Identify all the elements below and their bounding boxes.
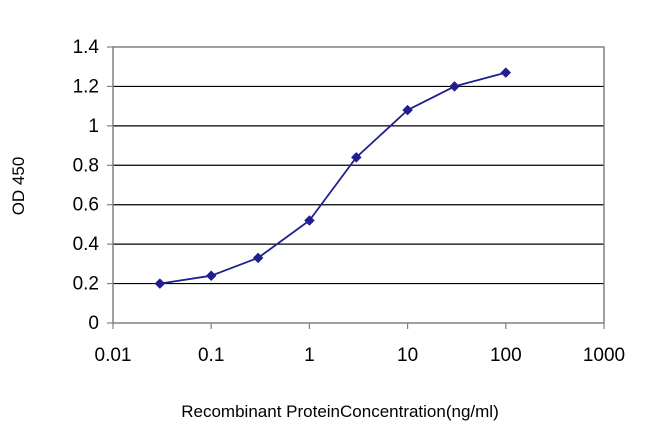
y-tick-label-6: 1.2 [73,76,99,97]
y-axis-title: OD 450 [9,157,28,216]
x-tick-label-2: 1 [304,345,315,366]
gridlines [113,85,604,285]
data-point-4 [350,152,362,163]
y-tick-label-3: 0.6 [73,195,99,216]
data-point-7 [500,67,512,78]
data-point-3 [304,215,315,226]
y-tick-label-2: 0.4 [73,234,100,255]
x-tick-label-3: 10 [397,345,418,366]
x-axis-title: Recombinant ProteinConcentration(ng/ml) [181,402,499,421]
x-tick-label-1: 0.1 [198,345,224,366]
y-tick-label-4: 0.8 [73,155,99,176]
x-tick-label-0: 0.01 [95,345,132,366]
y-tick-label-0: 0 [88,313,99,334]
data-point-2 [252,252,264,264]
data-point-5 [402,104,413,116]
series-line-0 [159,71,507,285]
axis-ticks: 0 0.2 0.4 0.6 0.8 1 1.2 1.4 0.01 0.1 1 10 100 1000 [73,37,626,366]
x-tick-label-4: 100 [490,345,522,366]
y-tick-label-7: 1.4 [73,37,100,58]
series [154,67,512,289]
data-point-0 [154,278,166,289]
x-tick-label-5: 1000 [583,345,625,366]
data-point-6 [449,81,460,92]
plot-area [112,46,605,324]
y-tick-label-5: 1 [88,116,99,137]
y-tick-label-1: 0.2 [73,274,99,295]
data-point-1 [205,270,217,282]
